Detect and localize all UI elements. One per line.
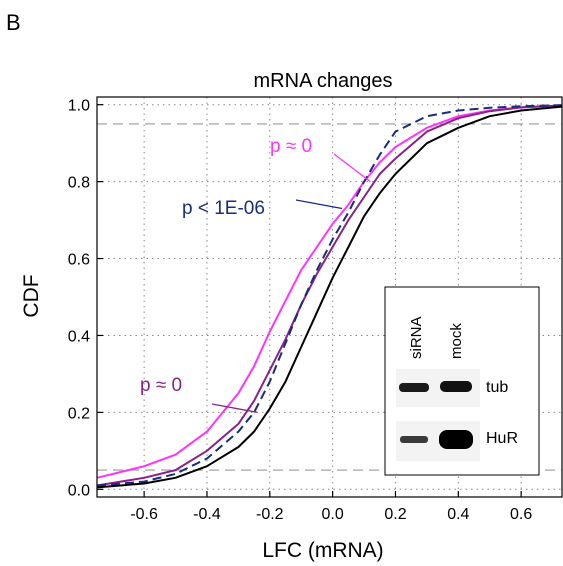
- series-line-1: [96, 104, 563, 487]
- band-label-tub: tub: [486, 379, 508, 396]
- grid: [97, 97, 562, 497]
- annotation-label-2: p ≈ 0: [140, 375, 182, 396]
- x-tick-label-5: 0.4: [447, 506, 469, 523]
- x-tick-label-1: -0.4: [193, 506, 221, 523]
- annotation-label-1: p < 1E-06: [182, 198, 265, 219]
- annotation-leader-2: [211, 403, 258, 414]
- y-tick-label-5: 1.0: [68, 98, 90, 115]
- y-tick-label-1: 0.2: [68, 405, 90, 422]
- x-tick-label-0: -0.6: [130, 506, 158, 523]
- annotation-leader-1: [295, 199, 343, 210]
- y-tick-label-2: 0.4: [68, 328, 90, 345]
- y-tick-label-4: 0.8: [68, 175, 90, 192]
- lane-label-mock: mock: [448, 323, 465, 359]
- band-hur-sirna: [400, 436, 428, 443]
- x-ticks: -0.6 -0.4 -0.2 0.0 0.2 0.4 0.6: [130, 491, 532, 523]
- series-line-2: [96, 104, 563, 487]
- x-tick-label-6: 0.6: [510, 506, 532, 523]
- western-blot-inset: siRNA mock tub HuR: [384, 286, 540, 476]
- y-tick-label-0: 0.0: [68, 482, 90, 499]
- panel-label: B: [6, 10, 21, 35]
- series-line-3: [96, 105, 563, 489]
- annotation-leader-0: [333, 153, 371, 183]
- band-tub-sirna: [399, 383, 429, 392]
- band-label-hur: HuR: [486, 430, 518, 447]
- band-hur-mock: [439, 430, 473, 449]
- y-ticks: 0.0 0.2 0.4 0.6 0.8 1.0: [68, 98, 103, 499]
- x-tick-label-4: 0.2: [384, 506, 406, 523]
- chart-title: mRNA changes: [254, 70, 393, 92]
- plot-frame: [96, 96, 563, 498]
- series-lines: [96, 104, 563, 489]
- x-axis-label: LFC (mRNA): [262, 539, 383, 562]
- annotations: p ≈ 0 p < 1E-06 p ≈ 0: [140, 136, 371, 414]
- annotation-label-0: p ≈ 0: [270, 136, 312, 157]
- series-line-0: [96, 104, 563, 479]
- lane-label-sirna: siRNA: [408, 316, 425, 359]
- x-tick-label-2: -0.2: [256, 506, 284, 523]
- band-tub-mock: [440, 381, 472, 392]
- y-axis-label: CDF: [20, 274, 43, 317]
- x-tick-label-3: 0.0: [322, 506, 344, 523]
- y-tick-label-3: 0.6: [68, 252, 90, 269]
